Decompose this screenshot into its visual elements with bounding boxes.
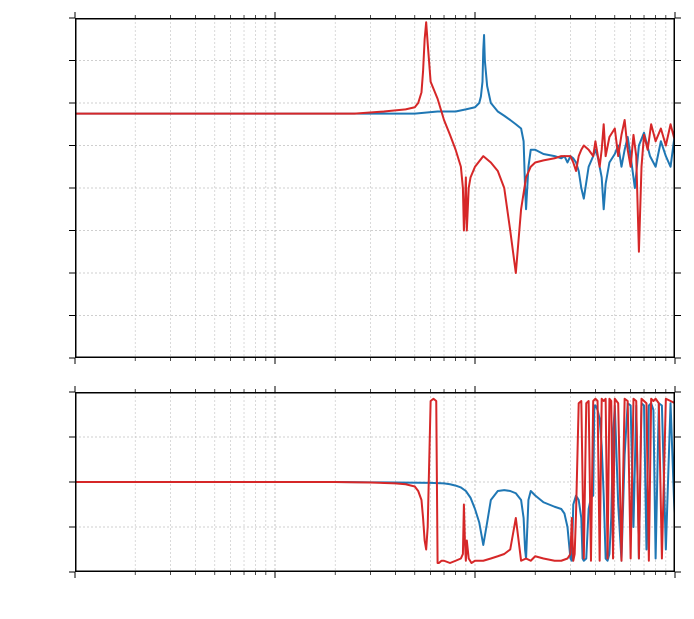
magnitude-panel <box>75 18 675 358</box>
magnitude-ticks <box>65 8 685 368</box>
phase-panel <box>75 392 675 572</box>
phase-ticks <box>65 382 685 582</box>
